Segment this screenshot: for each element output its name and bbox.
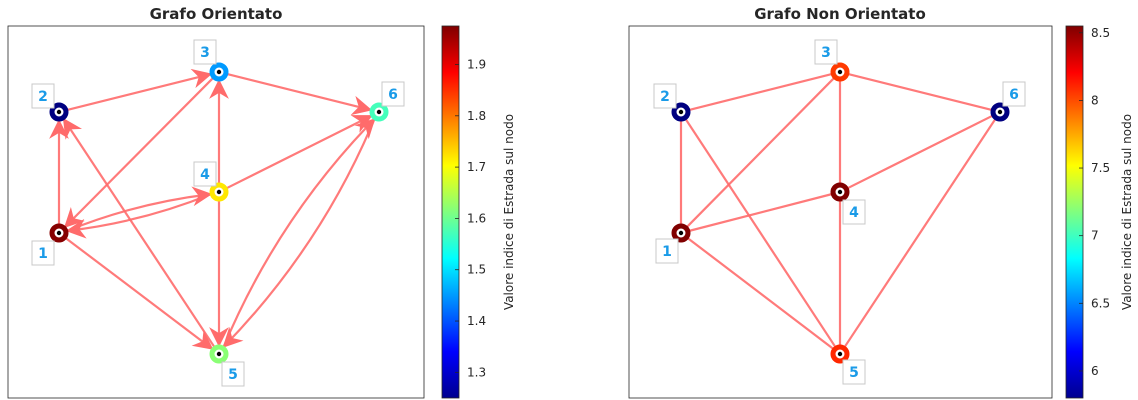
colorbar-tick-label: 7 [1091,229,1099,243]
node-6 [990,102,1010,122]
node-1 [49,223,69,243]
node-6 [369,102,389,122]
svg-text:6: 6 [1009,87,1019,103]
node-label-6: 6 [381,81,405,107]
colorbar-tick-label: 1.5 [467,263,486,277]
edge-3-6 [847,72,993,112]
edge-5-2 [62,117,216,348]
colorbar-tick-label: 8.5 [1091,26,1110,40]
colorbar-tick-label: 6.5 [1091,296,1110,310]
colorbar-tick-label: 1.9 [467,57,486,71]
colorbar-tick-label: 6 [1091,364,1099,378]
edge-1-4 [688,192,833,233]
edge-1-5 [686,236,835,351]
edge-5-6 [222,118,376,348]
edge-6-5 [222,118,376,348]
svg-text:3: 3 [821,45,831,61]
colorbar-directed [441,25,460,399]
edge-layer-directed [49,68,376,350]
edge-4-1 [65,192,212,239]
svg-text:2: 2 [660,89,670,105]
node-label-layer-undirected: 1 2 3 4 5 6 [653,39,1026,385]
colorbar-tick-label: 1.6 [467,211,486,225]
node-4 [209,182,229,202]
node-label-layer-directed: 1 2 3 4 5 6 [31,39,405,387]
colorbar-tick-label: 8 [1091,93,1099,107]
node-3 [209,62,229,82]
colorbar-tick-label: 1.3 [467,365,486,379]
node-5 [209,344,229,364]
edge-4-6 [225,115,373,190]
node-5 [830,344,850,364]
node-3 [830,62,850,82]
colorbar-label-directed: Valore indice di Estrada sul nodo [502,114,516,310]
edge-2-5 [684,118,837,348]
node-4 [830,182,850,202]
node-2 [49,102,69,122]
node-2 [671,102,691,122]
node-label-6: 6 [1002,81,1026,107]
colorbar-undirected [1065,25,1084,399]
axes-box-directed [7,25,425,399]
node-label-5: 5 [842,359,866,385]
edge-4-6 [846,114,994,190]
edge-2-3 [66,68,213,112]
node-label-1: 1 [31,240,55,266]
colorbar-tick-label: 7.5 [1091,161,1110,175]
node-label-3: 3 [814,39,838,65]
svg-text:3: 3 [200,45,210,61]
svg-text:2: 2 [38,89,48,105]
node-layer-directed [49,62,389,364]
svg-text:4: 4 [849,205,859,221]
panel-title-undirected: Grafo Non Orientato [754,5,926,23]
colorbar-label-undirected: Valore indice di Estrada sul nodo [1120,114,1134,310]
edge-2-3 [688,72,833,112]
node-1 [671,223,691,243]
node-label-4: 4 [193,161,217,187]
colorbar-tick-label: 1.7 [467,160,486,174]
edge-1-5 [64,236,214,350]
edge-1-3 [685,76,836,229]
colorbar-tick-label: 1.8 [467,109,486,123]
node-layer-undirected [671,62,1010,364]
svg-text:5: 5 [849,365,859,381]
edge-layer-undirected [679,72,997,351]
svg-text:1: 1 [662,244,672,260]
node-label-1: 1 [655,238,679,264]
svg-text:1: 1 [38,246,48,262]
colorbar-tick-label: 1.4 [467,314,486,328]
node-label-2: 2 [31,83,55,109]
edge-3-6 [226,72,373,116]
node-label-2: 2 [653,83,677,109]
edge-3-1 [63,76,215,229]
svg-text:6: 6 [388,87,398,103]
colorbar-ticks-undirected: 6 6.5 7 7.5 8 8.5 [1079,26,1110,378]
svg-text:4: 4 [200,167,210,183]
node-label-4: 4 [842,199,866,225]
node-label-3: 3 [193,39,217,65]
edge-5-6 [843,118,997,348]
node-label-5: 5 [221,361,245,387]
svg-text:5: 5 [228,367,238,383]
panel-title-directed: Grafo Orientato [150,5,283,23]
colorbar-ticks-directed: 1.3 1.4 1.5 1.6 1.7 1.8 1.9 [455,57,486,379]
